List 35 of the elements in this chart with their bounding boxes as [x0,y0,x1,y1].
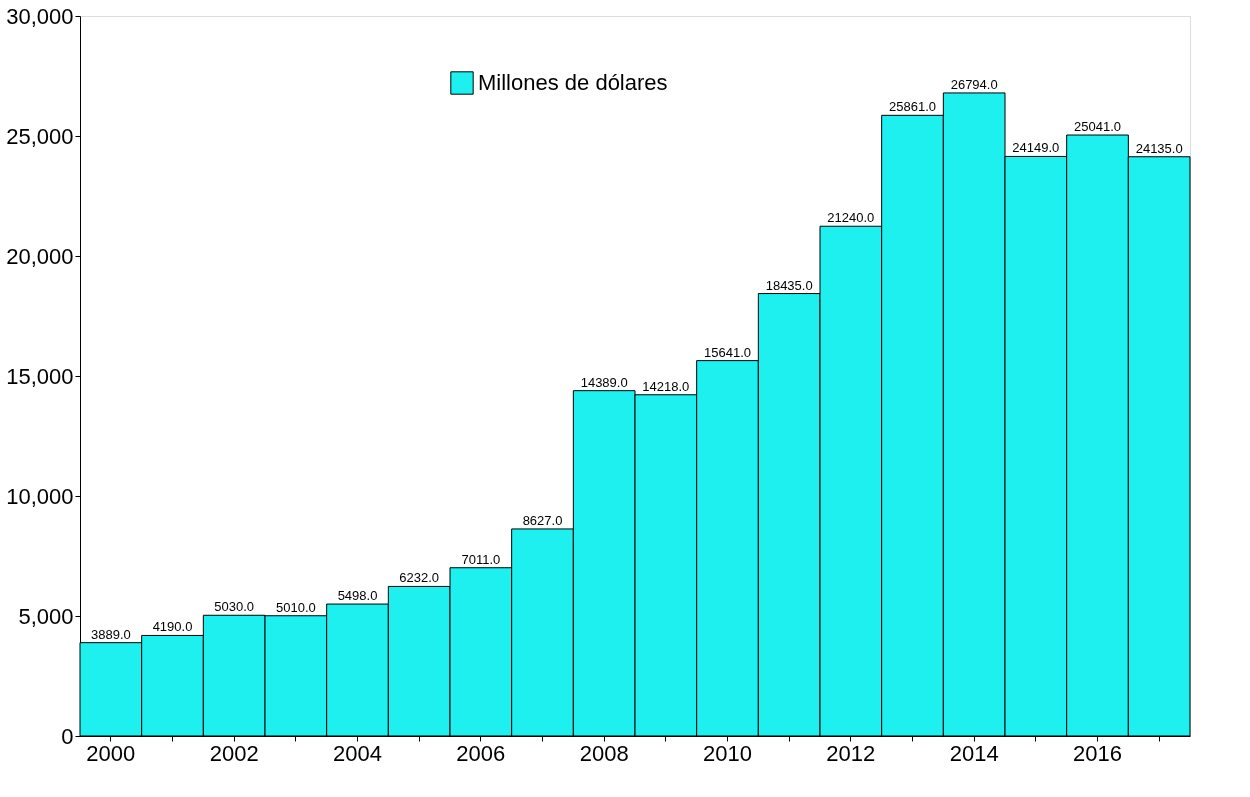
data-label: 5030.0 [214,599,255,615]
data-label: 25861.0 [889,99,936,115]
data-label: 5498.0 [337,588,378,604]
data-label: 24149.0 [1012,140,1060,156]
data-label: 4190.0 [152,619,193,635]
data-label: 24135.0 [1135,140,1183,156]
y-tick-label: 30,000 [6,3,74,29]
data-label: 18435.0 [765,277,813,293]
x-tick-label: 2000 [86,740,136,766]
data-label: 26794.0 [950,76,998,92]
data-label: 3889.0 [90,626,131,642]
data-label: 8627.0 [522,512,563,528]
data-label: 15641.0 [704,344,751,360]
data-label: 7011.0 [461,551,501,567]
data-label: 21240.0 [827,210,875,226]
data-label: 25041.0 [1074,119,1121,135]
x-tick-label: 2002 [209,740,259,766]
data-label: 6232.0 [399,570,440,586]
y-tick-label: 10,000 [6,483,74,509]
y-tick-label: 15,000 [6,363,74,389]
x-tick-label: 2014 [949,740,999,766]
x-tick-label: 2012 [826,740,876,766]
legend-label: Millones de dólares [478,70,668,95]
y-tick-label: 5,000 [18,603,74,629]
x-tick-label: 2008 [579,740,629,766]
x-tick-label: 2016 [1073,740,1122,766]
data-label: 14389.0 [580,374,628,390]
x-tick-label: 2006 [456,740,506,766]
x-tick-label: 2010 [703,740,752,766]
data-label: 14218.0 [642,378,690,394]
y-tick-label: 25,000 [6,123,74,149]
data-label: 5010.0 [275,599,316,615]
y-tick-label: 20,000 [6,243,74,269]
y-tick-label: 0 [61,723,74,749]
x-tick-label: 2004 [333,740,382,766]
